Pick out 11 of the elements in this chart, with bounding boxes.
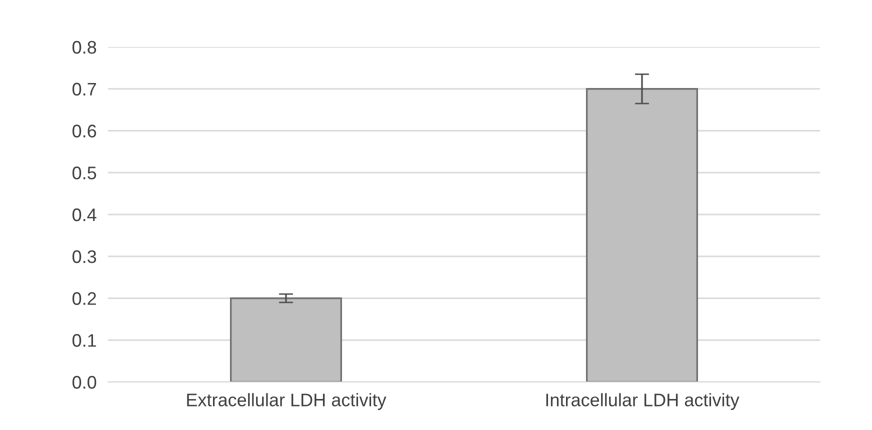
y-tick-label: 0.1	[72, 334, 96, 347]
y-tick-label: 0.2	[72, 292, 96, 305]
y-tick-label: 0.8	[72, 40, 96, 54]
y-tick-label: 0.5	[72, 166, 96, 180]
y-tick-label: 0.4	[72, 208, 96, 222]
y-tick-label: 0.0	[72, 376, 96, 389]
x-tick-label: Intracellular LDH activity	[546, 393, 740, 410]
y-tick-label: 0.6	[72, 124, 96, 138]
y-tick-label: 0.3	[72, 250, 96, 264]
x-tick-label: Extracellular LDH activity	[187, 393, 386, 410]
y-tick-label: 0.7	[72, 82, 96, 96]
